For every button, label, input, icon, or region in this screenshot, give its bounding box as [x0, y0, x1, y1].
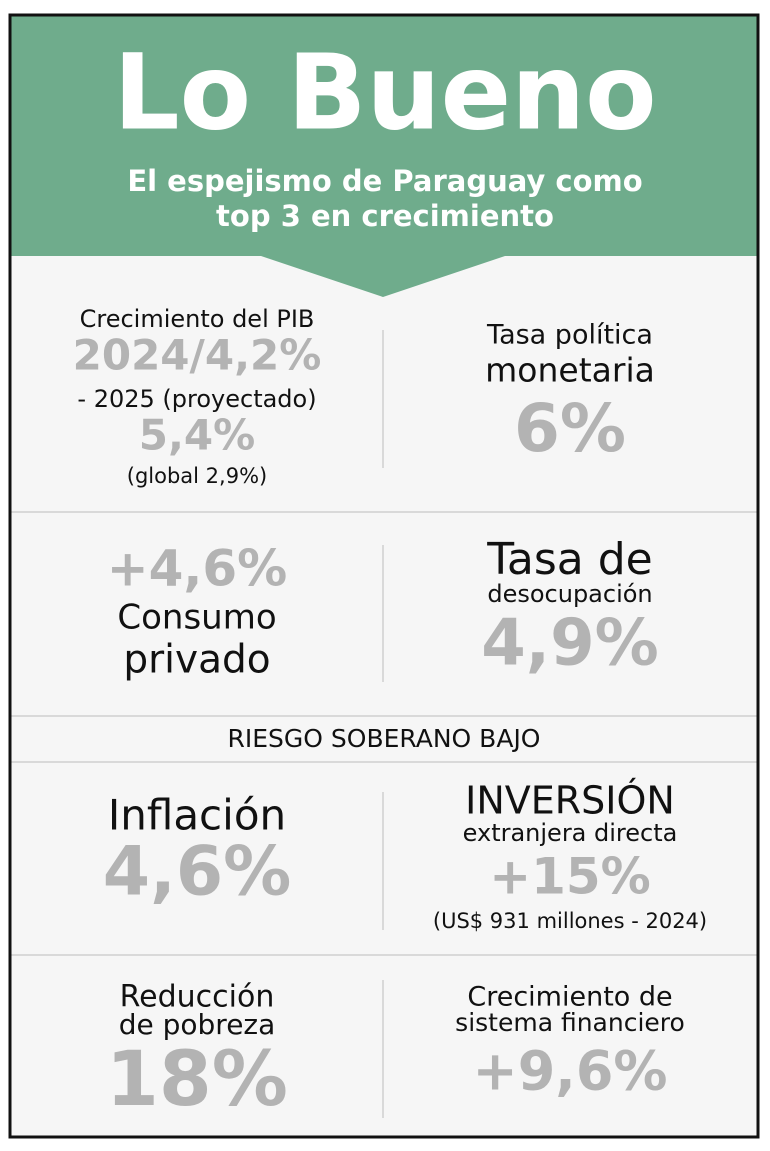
- label: Consumo: [117, 598, 276, 638]
- dividers: [10, 330, 758, 1118]
- subtitle: top 3 en crecimiento: [216, 199, 554, 233]
- title: Lo Bueno: [113, 31, 656, 153]
- subtitle: El espejismo de Paraguay como: [127, 164, 642, 198]
- label: Tasa de: [486, 534, 652, 585]
- figure: +15%: [489, 848, 651, 906]
- label: monetaria: [485, 351, 655, 390]
- frame: [8, 13, 760, 1139]
- label: desocupación: [487, 580, 652, 608]
- label: sistema financiero: [455, 1008, 685, 1037]
- label: (global 2,9%): [127, 464, 267, 488]
- figure: 4,9%: [481, 607, 659, 681]
- header-band: [10, 15, 758, 297]
- label: Inflación: [108, 791, 286, 840]
- banner: RIESGO SOBERANO BAJO: [228, 724, 541, 753]
- label: Crecimiento del PIB: [80, 305, 315, 333]
- label: Reducción: [120, 980, 275, 1015]
- label: de pobreza: [119, 1008, 276, 1041]
- label: (US$ 931 millones - 2024): [433, 909, 707, 933]
- figure: 2024/4,2%: [73, 331, 322, 380]
- figure: 4,6%: [103, 833, 292, 912]
- label: privado: [123, 638, 270, 683]
- label: extranjera directa: [463, 819, 678, 847]
- figure: 5,4%: [139, 411, 255, 460]
- label: Crecimiento de: [467, 982, 672, 1013]
- figure: +4,6%: [107, 540, 288, 598]
- figure: +9,6%: [472, 1040, 667, 1103]
- figure: 6%: [514, 390, 626, 467]
- figure: 18%: [106, 1034, 288, 1123]
- label: - 2025 (proyectado): [77, 385, 316, 413]
- label: Tasa política: [486, 320, 653, 351]
- label: INVERSIÓN: [465, 779, 675, 823]
